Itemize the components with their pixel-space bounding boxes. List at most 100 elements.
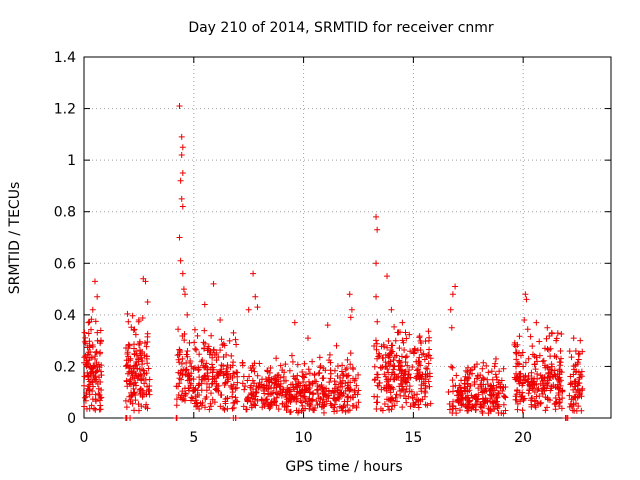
data-point [146,388,153,395]
data-point [178,151,185,158]
data-point [520,363,527,370]
data-point [129,312,136,319]
data-point [469,370,476,377]
data-point [473,395,480,402]
axis-ticks: 0 0.2 0.4 0.6 0.8 1 1.2 1.4 0 5 10 15 20 [54,50,611,446]
data-point [322,367,329,374]
data-point [347,379,354,386]
data-point [351,377,358,384]
data-point [355,371,362,378]
data-point [128,392,135,399]
data-point [512,349,519,356]
data-point [532,366,539,373]
data-point [305,366,312,373]
data-point [145,365,152,372]
data-point [578,368,585,375]
data-point [578,393,585,400]
data-point [566,348,573,355]
data-point [293,376,300,383]
data-point [339,362,346,369]
data-point [380,355,387,362]
data-point [142,278,149,285]
data-point [542,394,549,401]
data-point [202,363,209,370]
data-point [89,341,96,348]
data-point [178,360,185,367]
data-point [337,379,344,386]
data-point [144,339,151,345]
data-point [346,407,353,414]
grid [84,57,611,418]
data-point [310,391,317,398]
data-point [97,327,104,334]
data-point [521,317,528,324]
data-point [388,306,395,313]
data-point [320,409,327,416]
data-point [203,394,210,401]
data-point [464,394,471,401]
data-point [556,396,563,403]
data-point [500,401,507,408]
data-point [384,365,391,372]
data-point [532,402,539,409]
data-point [378,343,385,350]
data-point [416,334,423,341]
data-point [353,382,360,389]
data-point [398,380,405,387]
data-point [186,339,193,346]
data-point [387,358,394,365]
data-point [415,366,422,373]
data-point [576,387,583,394]
data-point [209,376,216,383]
data-point [519,393,526,400]
data-point [201,364,208,371]
data-point [179,270,186,277]
data-point [327,375,334,382]
data-point [306,402,313,409]
data-point [252,402,259,409]
data-point [570,386,577,393]
data-point [346,291,353,298]
data-point [523,296,530,303]
data-point [339,407,346,414]
data-point [206,384,213,391]
data-point [139,348,146,355]
data-point [411,345,418,352]
data-point [254,397,261,404]
data-point [175,356,182,363]
data-point [210,347,217,354]
data-point [516,333,523,340]
data-point [97,379,104,386]
data-point [479,365,486,372]
data-point [213,357,220,364]
data-point [183,359,190,366]
data-point [536,352,543,359]
data-point [480,381,487,388]
data-point [344,382,351,389]
data-point [456,407,463,414]
data-point [224,362,231,369]
data-point [544,324,551,331]
data-point [224,395,231,402]
data-point [277,374,284,381]
data-point [273,394,280,401]
data-point [250,270,257,277]
data-point [316,354,323,361]
data-point [282,361,289,368]
data-point [248,382,255,389]
data-point [224,405,231,412]
data-point [540,384,547,391]
data-point [484,376,491,383]
data-point [520,373,527,380]
data-point [340,372,347,379]
data-point [463,367,470,374]
data-point [524,326,531,333]
data-point [290,373,297,380]
data-point [319,375,326,382]
data-point [557,355,564,362]
data-point [191,339,198,346]
data-point [232,394,239,401]
data-point [273,382,280,389]
data-point [338,368,345,375]
x-tick-label: 0 [80,430,89,446]
